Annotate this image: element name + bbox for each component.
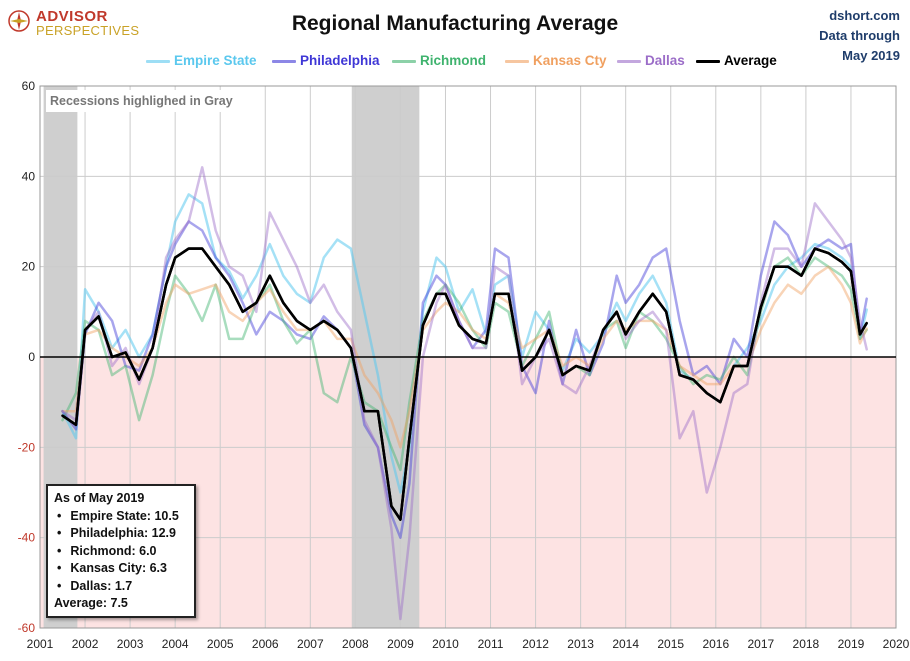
legend-label: Richmond [420,53,486,68]
y-tick-label: 40 [22,169,36,183]
x-tick-label: 2015 [657,637,684,651]
x-tick-label: 2011 [478,637,504,651]
infobox-item-philadelphia: Philadelphia: 12.9 [54,525,188,543]
x-tick-label: 2003 [117,637,144,651]
legend-label: Philadelphia [300,53,380,68]
x-tick-label: 2017 [747,637,774,651]
x-tick-label: 2012 [522,637,549,651]
y-tick-label: 0 [28,350,35,364]
compass-logo-icon [8,10,30,32]
average-line-overlay [61,247,868,521]
legend-item: Richmond [392,53,486,71]
legend-swatch [272,59,296,63]
infobox-list: Empire State: 10.5 Philadelphia: 12.9 Ri… [54,508,188,596]
y-tick-label: 20 [22,260,36,274]
legend-item: Dallas [617,53,685,71]
source-data-through: Data through [819,28,900,43]
source-block: dshort.com Data through May 2019 [819,6,900,66]
x-tick-label: 2007 [297,637,324,651]
y-tick-label: 60 [22,79,36,93]
source-date: May 2019 [842,48,900,63]
x-tick-label: 2005 [207,637,234,651]
x-tick-label: 2019 [838,637,865,651]
advisor-perspectives-logo: ADVISOR PERSPECTIVES [8,8,158,38]
legend-swatch [617,59,641,63]
x-tick-label: 2013 [567,637,594,651]
x-tick-label: 2009 [387,637,414,651]
legend-label: Kansas Cty [533,53,607,68]
legend-swatch [146,59,170,63]
legend-swatch [505,59,529,63]
x-tick-label: 2006 [252,637,279,651]
x-tick-label: 2004 [162,637,189,651]
legend-label: Dallas [645,53,685,68]
y-tick-label: -60 [18,621,36,635]
legend-item: Kansas Cty [505,53,607,71]
recession-note: Recessions highlighed in Gray [46,90,250,112]
x-tick-label: 2002 [72,637,99,651]
infobox-item-richmond: Richmond: 6.0 [54,543,188,561]
x-tick-label: 2010 [432,637,459,651]
chart-legend: Empire State Philadelphia Richmond Kansas C… [0,53,910,71]
infobox-item-dallas: Dallas: 1.7 [54,578,188,596]
legend-label: Average [724,53,777,68]
legend-swatch [696,59,720,63]
series-dallas [61,166,868,621]
x-tick-label: 2014 [612,637,639,651]
legend-label: Empire State [174,53,257,68]
y-tick-label: -40 [18,531,36,545]
source-site: dshort.com [829,8,900,23]
legend-swatch [392,59,416,63]
y-tick-label: -20 [18,440,36,454]
legend-item: Average [696,53,777,71]
legend-item: Empire State [146,53,257,71]
x-tick-label: 2001 [27,637,54,651]
x-tick-label: 2016 [702,637,729,651]
infobox-item-kansas: Kansas City: 6.3 [54,560,188,578]
series-philadelphia [61,220,868,539]
x-tick-label: 2020 [883,637,910,651]
x-tick-label: 2008 [342,637,369,651]
legend-item: Philadelphia [272,53,380,71]
x-tick-label: 2018 [793,637,820,651]
brand-line1: ADVISOR [36,8,108,25]
latest-values-box: As of May 2019 Empire State: 10.5 Philad… [46,484,196,618]
chart-title: Regional Manufacturing Average [291,12,619,35]
infobox-average: Average: 7.5 [54,596,128,610]
series-line-philadelphia [61,220,868,539]
series-line-dallas [61,166,868,621]
infobox-heading: As of May 2019 [54,491,145,505]
infobox-item-empire: Empire State: 10.5 [54,508,188,526]
brand-line2: PERSPECTIVES [36,23,140,38]
